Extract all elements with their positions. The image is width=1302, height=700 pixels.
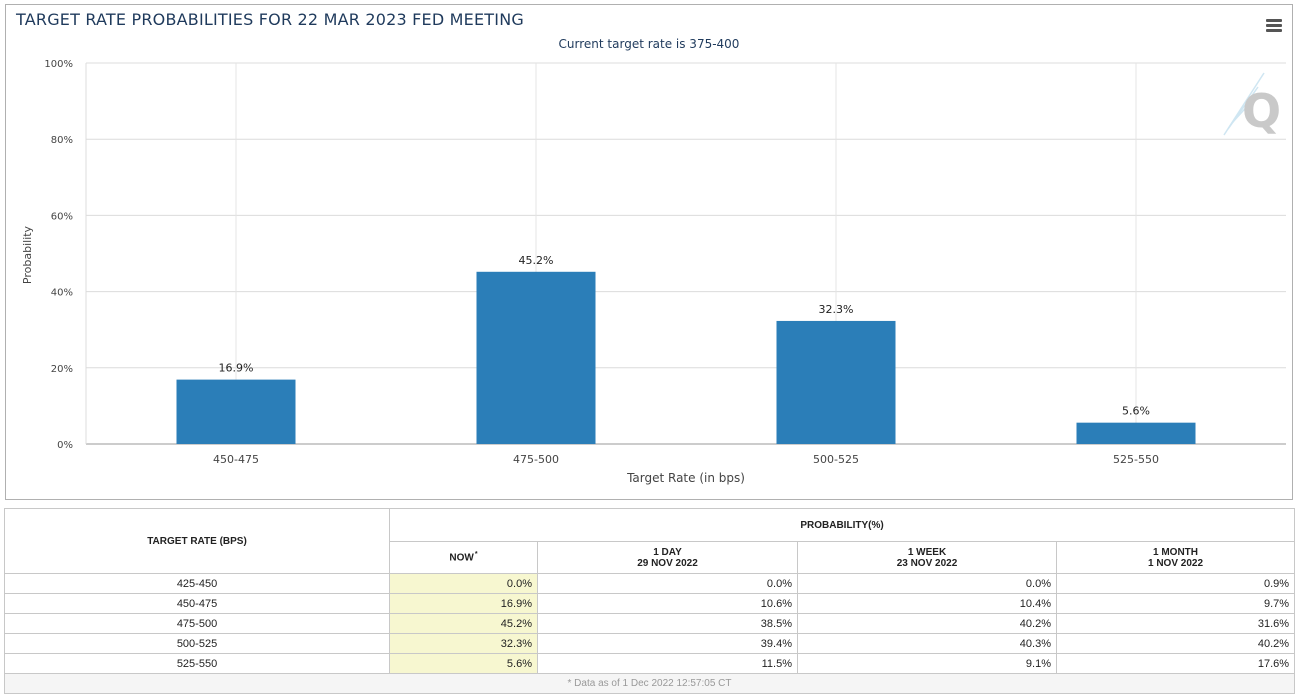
x-axis-title: Target Rate (in bps) [626, 471, 745, 485]
y-tick-label: 0% [57, 440, 73, 451]
week-cell: 40.2% [797, 613, 1057, 634]
rate-cell: 500-525 [4, 633, 390, 654]
y-tick-label: 100% [44, 59, 73, 70]
week-cell: 0.0% [797, 573, 1057, 594]
x-tick-label: 450-475 [213, 453, 259, 466]
bars [176, 271, 1196, 444]
day-cell: 38.5% [537, 613, 798, 634]
axis-ticks: 0% 20% 40% 60% 80% 100% 450-475 475-500 500-525 5… [44, 59, 1159, 466]
col-header-1-month: 1 MONTH 1 NOV 2022 [1055, 541, 1296, 574]
data-label: 5.6% [1122, 405, 1150, 418]
chart-panel: TARGET RATE PROBABILITIES FOR 22 MAR 202… [5, 4, 1293, 500]
x-tick-label: 500-525 [813, 453, 859, 466]
probability-table: TARGET RATE (BPS) PROBABILITY(%) NOW* 1 … [3, 508, 1296, 694]
y-axis-title: Probability [21, 225, 34, 284]
month-cell: 40.2% [1055, 633, 1296, 654]
now-cell: 32.3% [389, 633, 538, 654]
target-rate-header: TARGET RATE (BPS) [4, 508, 390, 574]
y-tick-label: 60% [51, 211, 73, 222]
data-timestamp-footnote: * Data as of 1 Dec 2022 12:57:05 CT [3, 673, 1296, 694]
rate-cell: 525-550 [4, 653, 390, 674]
week-cell: 40.3% [797, 633, 1057, 654]
bar-475-500[interactable] [476, 271, 596, 444]
col-header-1-week: 1 WEEK 23 NOV 2022 [797, 541, 1057, 574]
now-cell: 5.6% [389, 653, 538, 674]
table-row: 500-525 32.3% 39.4% 40.3% 40.2% [4, 633, 1296, 654]
day-cell: 11.5% [537, 653, 798, 674]
y-tick-label: 20% [51, 364, 73, 375]
month-cell: 31.6% [1055, 613, 1296, 634]
data-label: 16.9% [219, 362, 254, 375]
x-tick-label: 525-550 [1113, 453, 1159, 466]
rate-cell: 425-450 [4, 573, 390, 594]
month-cell: 17.6% [1055, 653, 1296, 674]
col-header-date: 1 NOV 2022 [1147, 557, 1204, 569]
probability-header: PROBABILITY(%) [388, 508, 1296, 542]
now-cell: 45.2% [389, 613, 538, 634]
col-header-now: NOW* [389, 541, 538, 574]
table-row: 425-450 0.0% 0.0% 0.0% 0.9% [4, 573, 1296, 594]
now-cell: 0.0% [389, 573, 538, 594]
day-cell: 10.6% [537, 593, 798, 614]
col-header-date: 29 NOV 2022 [637, 557, 698, 569]
footnote-marker: * [474, 551, 478, 559]
rate-cell: 475-500 [4, 613, 390, 634]
q-logo-watermark: Q [1223, 72, 1281, 138]
week-cell: 9.1% [797, 653, 1057, 674]
bar-450-475[interactable] [176, 379, 296, 444]
data-labels: 16.9% 45.2% 32.3% 5.6% [219, 254, 1150, 418]
data-label: 45.2% [519, 254, 554, 267]
col-header-label: 1 WEEK [907, 546, 947, 558]
day-cell: 39.4% [537, 633, 798, 654]
col-header-now-label: NOW [449, 552, 474, 564]
table-row: 475-500 45.2% 38.5% 40.2% 31.6% [4, 613, 1296, 634]
col-header-1-day: 1 DAY 29 NOV 2022 [537, 541, 798, 574]
table-row: 525-550 5.6% 11.5% 9.1% 17.6% [4, 653, 1296, 674]
day-cell: 0.0% [537, 573, 798, 594]
chart-subtitle: Current target rate is 375-400 [558, 37, 740, 51]
week-cell: 10.4% [797, 593, 1057, 614]
svg-text:Q: Q [1242, 84, 1281, 138]
bar-500-525[interactable] [776, 320, 896, 444]
table-row: 450-475 16.9% 10.6% 10.4% 9.7% [4, 593, 1296, 614]
col-header-label: 1 MONTH [1153, 546, 1199, 558]
rate-cell: 450-475 [4, 593, 390, 614]
month-cell: 9.7% [1055, 593, 1296, 614]
footnote-row: * Data as of 1 Dec 2022 12:57:05 CT [3, 673, 1296, 694]
bar-chart: Q 16.9% 45.2% 32.3% 5.6% 0% 20% 40% 60% 80% 100%… [21, 59, 1286, 485]
now-cell: 16.9% [389, 593, 538, 614]
chart-title: TARGET RATE PROBABILITIES FOR 22 MAR 202… [16, 10, 524, 29]
month-cell: 0.9% [1055, 573, 1296, 594]
col-header-date: 23 NOV 2022 [896, 557, 958, 569]
hamburger-menu-icon[interactable] [1266, 19, 1282, 33]
x-tick-label: 475-500 [513, 453, 559, 466]
col-header-label: 1 DAY [653, 546, 682, 558]
y-tick-label: 80% [51, 135, 73, 146]
data-label: 32.3% [819, 303, 854, 316]
bar-525-550[interactable] [1076, 422, 1196, 444]
y-tick-label: 40% [51, 288, 73, 299]
